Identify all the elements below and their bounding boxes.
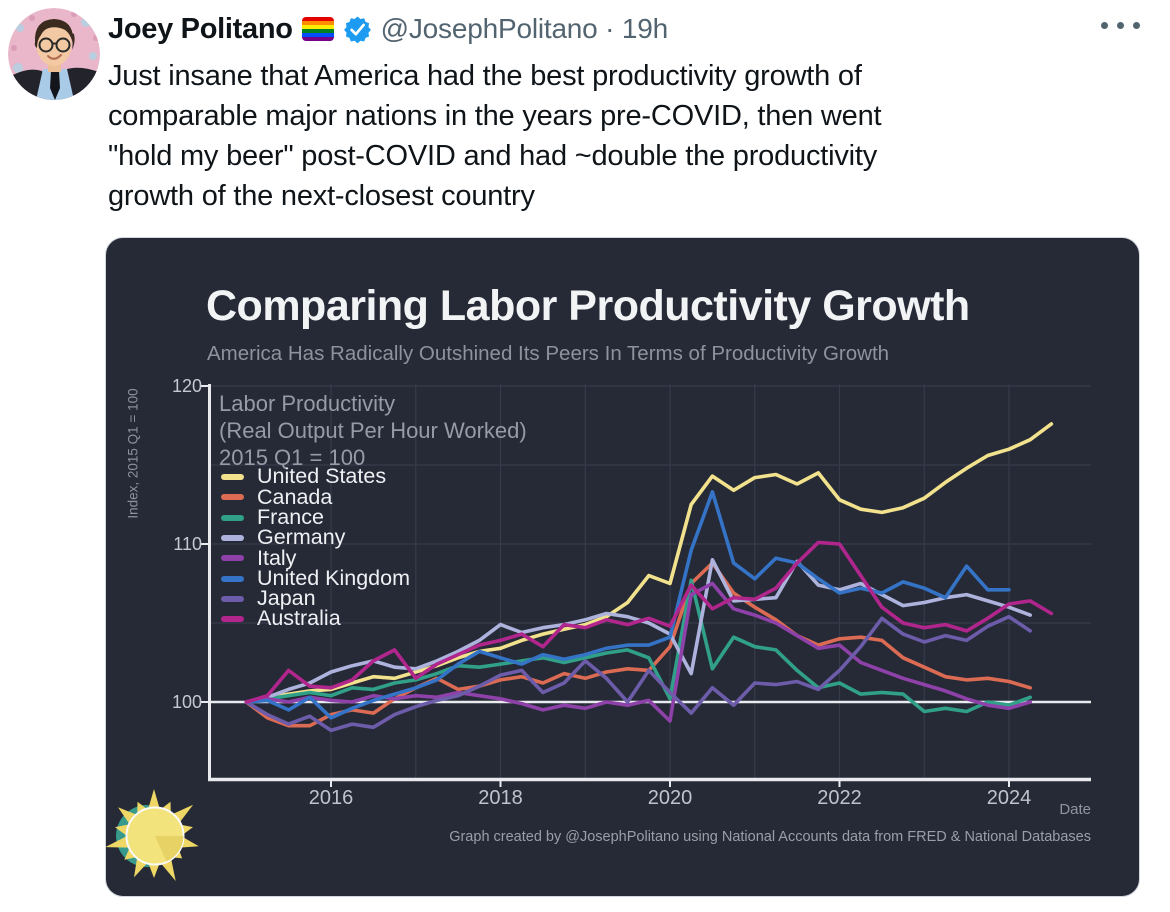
legend-label: Italy [257, 545, 297, 570]
x-tick-label: 2024 [986, 787, 1032, 809]
avatar[interactable] [8, 8, 100, 100]
series-line-united-states [244, 422, 1054, 704]
legend-label: Australia [257, 606, 341, 631]
legend-swatch-icon [221, 535, 244, 542]
line-chart-plot [201, 384, 1091, 787]
series-line-united-kingdom [244, 490, 1011, 720]
tweet-text-line: growth of the next-closest country [108, 180, 535, 212]
y-tick-label: 120 [171, 376, 202, 396]
chart-title: Comparing Labor Productivity Growth [206, 282, 970, 330]
legend-label: Germany [257, 525, 346, 550]
more-options-button[interactable] [1095, 16, 1146, 35]
legend-swatch-icon [221, 595, 244, 602]
verified-badge-icon[interactable] [343, 15, 372, 44]
series-line-australia [244, 540, 1054, 704]
chart-media-card[interactable]: Comparing Labor Productivity Growth Amer… [105, 237, 1140, 897]
handle-and-time[interactable]: @JosephPolitano · 19h [380, 13, 669, 44]
avatar-illustration [8, 8, 100, 100]
legend-item-japan: Japan [221, 586, 410, 611]
legend-item-united-kingdom: United Kingdom [221, 565, 410, 590]
series-line-france [244, 578, 1033, 714]
x-tick-label: 2022 [817, 787, 862, 809]
series-line-canada [244, 561, 1033, 728]
legend-header: Labor Productivity (Real Output Per Hour… [219, 391, 527, 470]
rainbow-flag-emoji [301, 17, 334, 41]
legend-swatch-icon [221, 474, 244, 481]
legend-item-france: France [221, 505, 410, 529]
series-line-italy [244, 581, 1033, 723]
dot-icon [1133, 22, 1140, 29]
legend-label: Canada [257, 484, 333, 509]
display-name[interactable]: Joey Politano [108, 12, 293, 45]
dot-icon [1101, 22, 1108, 29]
chart-subtitle: America Has Radically Outshined Its Peer… [207, 342, 890, 365]
x-tick-label: 2020 [647, 787, 693, 809]
legend-swatch-icon [221, 575, 244, 582]
x-tick-label: 2018 [478, 787, 523, 809]
tweet-header: Joey Politano @JosephPolitano · 19h [108, 8, 668, 50]
tweet-text-line: Just insane that America had the best pr… [108, 60, 862, 92]
legend-item-canada: Canada [221, 484, 410, 509]
legend-swatch-icon [221, 514, 244, 521]
legend-swatch-icon [221, 616, 244, 623]
legend-label: France [257, 505, 324, 529]
y-tick-label: 110 [173, 534, 202, 554]
legend: United States Canada France Germany Italy Uni… [221, 464, 410, 631]
legend-swatch-icon [221, 555, 244, 562]
legend-swatch-icon [221, 494, 244, 501]
chart-caption: Graph created by @JosephPolitano using N… [449, 829, 1091, 845]
legend-label: Japan [257, 586, 316, 611]
legend-item-italy: Italy [221, 545, 410, 570]
series-line-japan [244, 614, 1033, 733]
tweet-text-line: "hold my beer" post-COVID and had ~doubl… [108, 140, 878, 172]
legend-label: United Kingdom [257, 565, 410, 590]
tweet-text: Just insane that America had the best pr… [108, 56, 1128, 216]
legend-item-united-states: United States [221, 464, 410, 489]
tweet-text-line: comparable major nations in the years pr… [108, 100, 882, 132]
legend-item-australia: Australia [221, 606, 410, 631]
legend-label: United States [257, 464, 387, 489]
sun-logo-icon [106, 789, 199, 881]
dot-icon [1117, 22, 1124, 29]
y-tick-label: 100 [171, 692, 202, 712]
legend-item-germany: Germany [221, 525, 410, 550]
x-tick-label: 2016 [308, 787, 354, 809]
x-axis-title: Date [1059, 801, 1091, 818]
